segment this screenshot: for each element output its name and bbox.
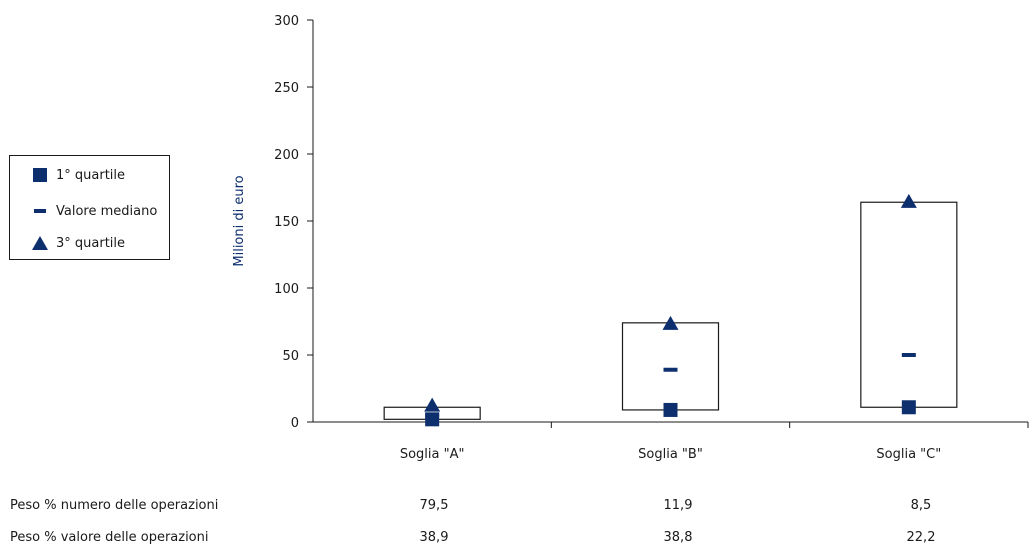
- y-tick-label: 250: [274, 81, 299, 96]
- row-value-valore-c: 22,2: [906, 530, 936, 545]
- x-tick-label: Soglia "C": [876, 447, 941, 462]
- q1-square-marker: [901, 400, 916, 415]
- x-tick-label: Soglia "B": [638, 447, 703, 462]
- legend-item-median: Valore mediano: [32, 201, 157, 221]
- median-dash-marker: [663, 367, 678, 372]
- table-row-numero: Peso % numero delle operazioni 79,5 11,9…: [0, 498, 1032, 518]
- q3-triangle-marker: [424, 397, 441, 412]
- y-tick-label: 50: [282, 349, 299, 364]
- legend-item-q3: 3° quartile: [32, 233, 125, 253]
- row-label-numero: Peso % numero delle operazioni: [10, 498, 219, 513]
- box-range: [621, 322, 720, 411]
- row-value-numero-a: 79,5: [419, 498, 449, 513]
- legend: 1° quartile Valore mediano 3° quartile: [9, 155, 170, 260]
- q1-square-marker: [663, 402, 678, 417]
- triangle-marker-icon: [32, 235, 48, 251]
- y-tick-label: 100: [274, 282, 299, 297]
- row-value-valore-b: 38,8: [663, 530, 693, 545]
- y-tick-label: 0: [291, 416, 299, 431]
- row-value-valore-a: 38,9: [419, 530, 449, 545]
- median-dash-marker: [901, 353, 916, 357]
- y-tick-label: 150: [274, 215, 299, 230]
- row-value-numero-c: 8,5: [910, 498, 932, 513]
- y-axis-title: Milioni di euro: [232, 175, 247, 266]
- y-tick-label: 300: [274, 14, 299, 29]
- square-marker-icon: [32, 167, 48, 183]
- box-range: [860, 201, 958, 408]
- legend-item-q1: 1° quartile: [32, 165, 125, 185]
- dash-marker-icon: [32, 203, 48, 219]
- legend-label-median: Valore mediano: [56, 203, 158, 219]
- q3-triangle-marker: [900, 193, 917, 208]
- x-tick-label: Soglia "A": [400, 447, 465, 462]
- row-value-numero-b: 11,9: [663, 498, 693, 513]
- median-dash-marker: [425, 413, 440, 418]
- legend-label-q1: 1° quartile: [56, 167, 126, 183]
- row-label-valore: Peso % valore delle operazioni: [10, 530, 209, 545]
- legend-label-q3: 3° quartile: [56, 235, 126, 251]
- y-tick-label: 200: [274, 148, 299, 163]
- q3-triangle-marker: [662, 315, 679, 330]
- table-row-valore: Peso % valore delle operazioni 38,9 38,8…: [0, 530, 1032, 550]
